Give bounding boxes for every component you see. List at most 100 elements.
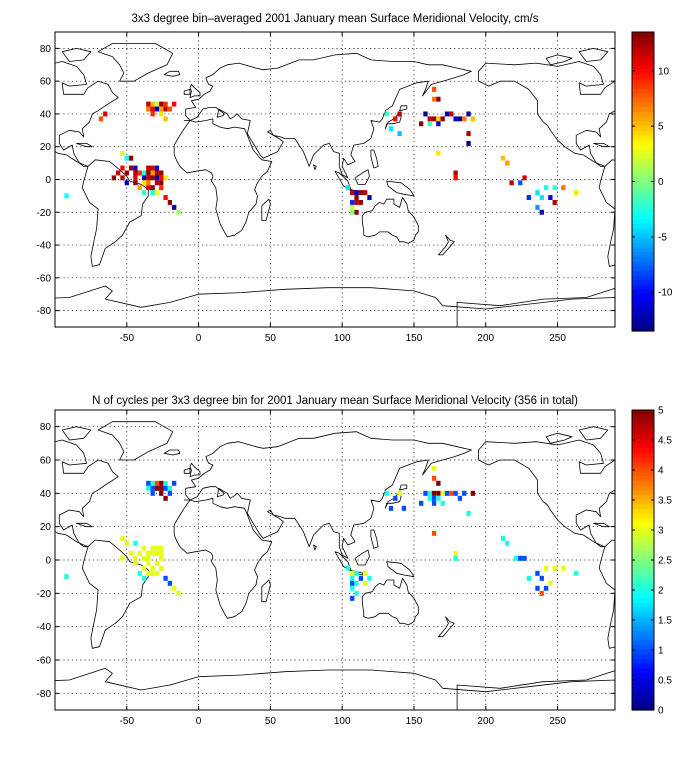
colorbar-segment xyxy=(632,55,654,61)
data-bin xyxy=(141,545,147,551)
data-bin xyxy=(466,111,471,117)
data-bin xyxy=(574,190,579,196)
data-bin xyxy=(350,204,355,210)
colorbar-segment xyxy=(632,321,654,327)
data-bin xyxy=(124,540,129,546)
colorbar-tick-label: 1 xyxy=(658,646,664,657)
data-bin xyxy=(120,535,125,541)
data-bin xyxy=(120,555,125,561)
data-bin xyxy=(163,575,168,581)
data-bin xyxy=(388,126,394,132)
data-bin xyxy=(350,585,355,591)
colorbar-segment xyxy=(632,480,654,486)
coastline xyxy=(384,111,402,130)
colorbar-tick-label: 3 xyxy=(658,526,664,537)
x-tick-label: 200 xyxy=(477,333,494,344)
colorbar-tick-label: -10 xyxy=(658,288,673,299)
data-bin xyxy=(120,175,125,181)
y-tick-label: -40 xyxy=(37,241,52,252)
data-bin xyxy=(466,510,471,516)
coastline xyxy=(386,561,415,578)
y-tick-label: -60 xyxy=(37,656,52,667)
coastline xyxy=(55,61,119,167)
data-bin xyxy=(363,570,368,576)
coastline xyxy=(399,105,408,112)
coastline xyxy=(183,431,472,559)
data-bin xyxy=(146,550,151,556)
colorbar-segment xyxy=(632,186,654,192)
data-bin xyxy=(150,550,155,556)
coastline xyxy=(173,497,273,619)
x-tick-label: 250 xyxy=(549,333,566,344)
coastline xyxy=(478,439,615,548)
colorbar-segment xyxy=(632,162,654,169)
data-bin xyxy=(431,500,437,506)
colorbar-segment xyxy=(632,442,654,449)
x-tick-label: -50 xyxy=(120,333,135,344)
data-bin xyxy=(133,175,138,181)
data-bin xyxy=(150,165,155,171)
velocity-map-bins xyxy=(64,86,579,215)
colorbar-segment xyxy=(632,592,654,599)
colorbar-segment xyxy=(632,672,654,678)
data-bin xyxy=(150,106,155,112)
data-bin xyxy=(163,175,168,181)
coastline xyxy=(681,450,696,455)
colorbar-segment xyxy=(632,153,654,159)
colorbar-segment xyxy=(632,251,654,257)
data-bin xyxy=(522,175,527,181)
data-bin xyxy=(453,175,458,181)
data-bin xyxy=(133,170,138,176)
data-bin xyxy=(350,595,355,601)
data-bin xyxy=(436,490,441,496)
colorbar-segment xyxy=(632,602,654,608)
colorbar-tick-label: -5 xyxy=(658,232,667,243)
colorbar-segment xyxy=(632,424,654,430)
colorbar-segment xyxy=(632,256,654,262)
y-tick-label: 40 xyxy=(40,109,52,120)
colorbar-tick-label: 4 xyxy=(658,466,664,477)
data-bin xyxy=(449,490,454,496)
data-bin xyxy=(141,190,147,196)
colorbar-segment xyxy=(632,209,654,215)
data-bin xyxy=(393,116,398,122)
data-bin xyxy=(552,185,557,191)
colorbar-segment xyxy=(632,639,654,645)
coastline xyxy=(261,579,271,603)
colorbar-segment xyxy=(632,167,654,173)
y-tick-label: 80 xyxy=(40,44,52,55)
colorbar-segment xyxy=(632,78,654,84)
colorbar-segment xyxy=(632,106,654,113)
colorbar-segment xyxy=(632,302,654,309)
data-bin xyxy=(137,185,142,191)
colorbar-segment xyxy=(632,686,654,692)
data-bin xyxy=(427,121,432,127)
colorbar-segment xyxy=(632,461,654,467)
data-bin xyxy=(500,535,506,541)
data-bin xyxy=(159,555,164,561)
data-bin xyxy=(141,565,147,571)
y-tick-label: -20 xyxy=(37,589,52,600)
data-bin xyxy=(384,111,389,117)
colorbar-segment xyxy=(632,452,654,458)
coastline xyxy=(76,522,93,528)
data-bin xyxy=(159,175,164,181)
colorbar-segment xyxy=(632,218,654,225)
colorbar-segment xyxy=(632,583,654,589)
data-bin xyxy=(419,121,424,127)
count-map-title: N of cycles per 3x3 degree bin for 2001 … xyxy=(92,395,578,407)
colorbar-segment xyxy=(632,555,654,561)
data-bin xyxy=(526,195,531,200)
data-bin xyxy=(539,575,544,581)
data-bin xyxy=(419,500,424,506)
colorbar-segment xyxy=(632,691,654,697)
data-bin xyxy=(388,505,394,511)
data-bin xyxy=(431,96,437,102)
data-bin xyxy=(154,175,160,181)
data-bin xyxy=(393,495,398,501)
data-bin xyxy=(397,131,402,137)
data-bin xyxy=(518,555,523,561)
colorbar-segment xyxy=(632,307,654,313)
colorbar-segment xyxy=(632,69,654,75)
coastline xyxy=(183,89,191,95)
